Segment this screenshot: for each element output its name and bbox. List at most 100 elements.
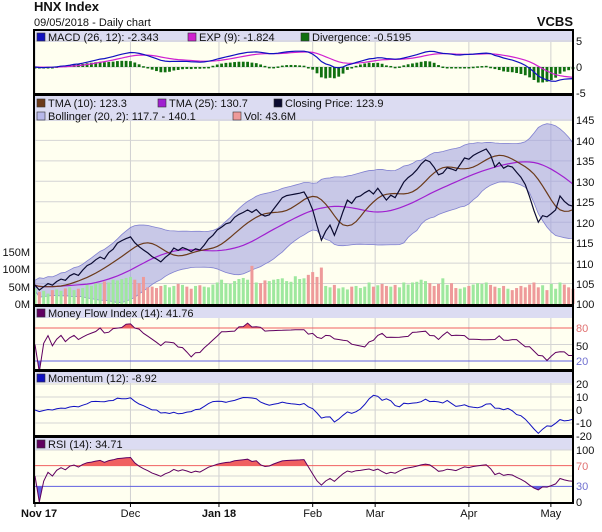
- divergence-bar: [98, 61, 102, 67]
- rsi-tick: 100: [576, 445, 594, 457]
- price-tick: 145: [576, 115, 594, 127]
- volume-bar: [285, 281, 289, 304]
- divergence-bar: [493, 67, 497, 70]
- x-tick-label: Dec: [121, 508, 141, 520]
- rsi-overbought-fill: [35, 457, 573, 466]
- momentum-tick: -10: [576, 418, 592, 430]
- volume-bar: [85, 284, 89, 304]
- divergence-bar: [289, 64, 293, 67]
- volume-bar: [76, 288, 80, 304]
- volume-bar: [306, 274, 310, 304]
- divergence-bar: [103, 62, 106, 67]
- divergence-bar: [263, 65, 267, 68]
- volume-bar: [528, 284, 532, 304]
- volume-bar: [81, 288, 85, 304]
- divergence-bar: [211, 65, 215, 68]
- volume-bar: [489, 284, 493, 304]
- rsi-panel-border: [33, 436, 574, 504]
- divergence-bar: [480, 66, 484, 68]
- volume-bar: [341, 287, 345, 304]
- volume-bar: [506, 288, 510, 304]
- volume-bar: [159, 285, 163, 304]
- momentum-line: [34, 394, 574, 434]
- tma10-line: [34, 154, 574, 288]
- volume-bar: [250, 265, 254, 304]
- volume-bar: [133, 279, 137, 304]
- divergence-bar: [285, 65, 289, 67]
- volume-bar: [89, 285, 93, 304]
- volume-bar: [519, 285, 523, 304]
- mfi-legend-band: [34, 306, 573, 318]
- divergence-bar: [328, 67, 332, 78]
- volume-bar: [37, 291, 41, 304]
- divergence-bar: [337, 67, 341, 77]
- volume-bar: [98, 283, 102, 304]
- volume-bar: [228, 283, 232, 304]
- divergence-bar: [502, 67, 505, 72]
- divergence-bar: [280, 65, 284, 68]
- volume-bar: [493, 286, 497, 304]
- rsi-tick: 30: [576, 481, 588, 493]
- divergence-bar: [419, 61, 423, 67]
- volume-bar: [363, 286, 367, 304]
- divergence-bar: [332, 67, 336, 79]
- divergence-bar: [510, 67, 514, 73]
- volume-bar: [124, 277, 128, 304]
- volume-bar: [280, 278, 284, 304]
- x-tick-label: Mar: [366, 508, 385, 520]
- volume-bar: [146, 287, 150, 304]
- vol-legend-swatch: [232, 111, 242, 121]
- divergence-bar: [467, 67, 471, 69]
- volume-bar: [423, 281, 427, 304]
- volume-bar: [150, 286, 154, 304]
- divergence-bar: [428, 61, 432, 67]
- divergence-bar: [398, 66, 401, 68]
- divergence-bar: [111, 61, 115, 67]
- divergence-bar: [545, 67, 549, 82]
- divergence-bar: [536, 67, 540, 83]
- divergence-bar: [116, 61, 119, 67]
- x-tick-label: May: [540, 508, 561, 520]
- divergence-bar: [515, 67, 518, 74]
- rsi-tick: 70: [576, 461, 588, 473]
- divergence-bar: [90, 62, 93, 67]
- exp-legend: EXP (9): -1.824: [199, 32, 275, 44]
- divergence-bar: [424, 61, 427, 67]
- volume-bar: [454, 288, 458, 304]
- macd-legend-swatch: [36, 32, 46, 42]
- x-tick-label: Jan 18: [202, 508, 236, 520]
- volume-bar: [497, 288, 501, 304]
- divergence-bar: [389, 65, 393, 68]
- divergence-bar: [562, 67, 566, 72]
- divergence-bar: [142, 66, 145, 68]
- volume-bar: [233, 281, 237, 304]
- divergence-bar: [150, 67, 154, 70]
- x-tick-label: Nov 17: [21, 508, 57, 520]
- close-legend-swatch: [273, 98, 283, 108]
- macd-tick: 5: [576, 36, 582, 48]
- divergence-bar: [215, 64, 219, 67]
- volume-bar: [259, 283, 263, 304]
- mfi-line: [34, 322, 573, 373]
- divergence-bar: [497, 67, 501, 71]
- volume-bar: [545, 290, 549, 304]
- volume-bar: [42, 290, 46, 304]
- momentum-tick: 20: [576, 379, 588, 391]
- chart-title: HNX Index: [34, 0, 100, 14]
- volume-bar: [463, 287, 467, 304]
- divergence-bar: [298, 65, 302, 67]
- volume-bar: [484, 282, 488, 304]
- volume-bar: [523, 287, 527, 304]
- volume-bar: [324, 285, 328, 304]
- divergence-bar: [228, 62, 232, 67]
- divergence-bar: [458, 67, 462, 69]
- divergence-bar: [237, 61, 241, 67]
- volume-bar: [510, 290, 514, 304]
- volume-bar: [432, 285, 436, 304]
- tma10-legend: TMA (10): 123.3: [48, 98, 127, 110]
- divergence-bar: [220, 63, 223, 67]
- divergence-bar: [385, 65, 388, 67]
- divergence-bar: [246, 61, 249, 67]
- volume-bar: [410, 282, 414, 304]
- divergence-bar: [341, 67, 345, 74]
